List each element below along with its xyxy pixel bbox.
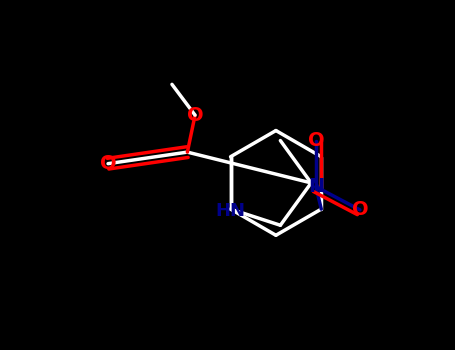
Text: N: N — [308, 177, 324, 196]
Text: O: O — [100, 154, 116, 173]
Text: HN: HN — [216, 202, 246, 220]
Text: O: O — [352, 200, 368, 219]
Text: O: O — [187, 106, 203, 125]
Text: O: O — [308, 131, 324, 150]
